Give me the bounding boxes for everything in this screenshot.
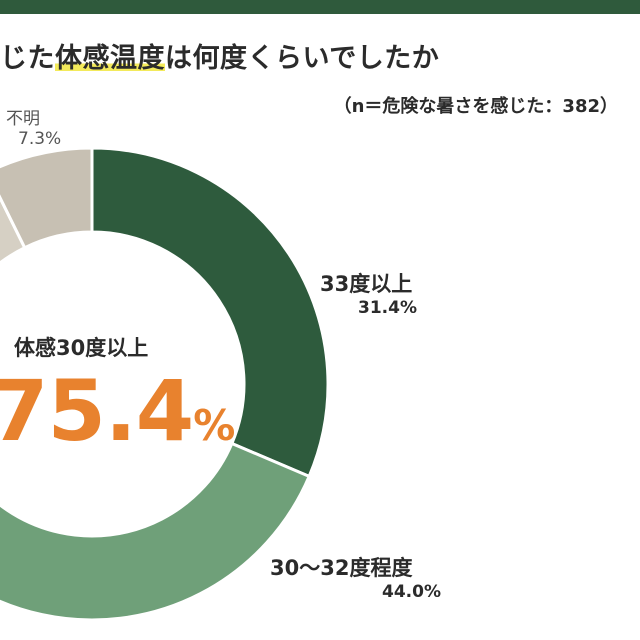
slice-label-unknown: 不明 7.3% (6, 104, 61, 149)
slice-value-unknown: 7.3% (18, 129, 62, 149)
center-value-unit: % (193, 401, 235, 450)
center-value: 75.4% (0, 362, 235, 460)
title-highlight: 体感温度 (55, 43, 165, 74)
center-value-number: 75.4 (0, 362, 194, 460)
top-bar (0, 0, 640, 14)
slice-value-30-32: 44.0% (382, 582, 441, 602)
slice-name-30-32: 30〜32度程度 (270, 556, 413, 580)
slice-30-32 (0, 441, 312, 622)
slice-name-unknown: 不明 (6, 109, 40, 129)
slice-33-plus (90, 146, 330, 479)
slice-label-33-plus: 33度以上 31.4% (320, 268, 417, 318)
slice-label-30-32: 30〜32度程度 44.0% (270, 552, 441, 602)
center-caption: 体感30度以上 (14, 336, 149, 360)
slice-name-33-plus: 33度以上 (320, 272, 413, 296)
slice-unknown (0, 146, 94, 250)
slice-value-33-plus: 31.4% (358, 298, 417, 318)
chart-subtitle: （n＝危険な暑さを感じた：382） (333, 96, 618, 117)
chart-title: じた体感温度は何度くらいでしたか (0, 36, 439, 75)
title-prefix: じた (0, 43, 55, 74)
title-suffix: は何度くらいでしたか (165, 43, 440, 74)
